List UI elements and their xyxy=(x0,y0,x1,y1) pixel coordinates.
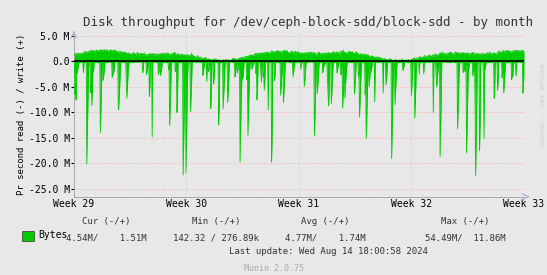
Text: RRDTOOL / TOBI OETIKER: RRDTOOL / TOBI OETIKER xyxy=(540,63,545,146)
Text: Max (-/+): Max (-/+) xyxy=(441,217,489,226)
Text: 54.49M/  11.86M: 54.49M/ 11.86M xyxy=(424,233,505,242)
Text: Disk throughput for /dev/ceph-block-sdd/block-sdd - by month: Disk throughput for /dev/ceph-block-sdd/… xyxy=(83,16,533,29)
Text: 4.54M/    1.51M: 4.54M/ 1.51M xyxy=(66,233,147,242)
Text: 4.77M/    1.74M: 4.77M/ 1.74M xyxy=(285,233,366,242)
Text: Avg (-/+): Avg (-/+) xyxy=(301,217,350,226)
Text: Bytes: Bytes xyxy=(38,230,68,240)
Y-axis label: Pr second read (-) / write (+): Pr second read (-) / write (+) xyxy=(17,34,26,195)
Text: Min (-/+): Min (-/+) xyxy=(192,217,240,226)
Text: Munin 2.0.75: Munin 2.0.75 xyxy=(243,264,304,273)
Text: 142.32 / 276.89k: 142.32 / 276.89k xyxy=(173,233,259,242)
Text: Last update: Wed Aug 14 18:00:58 2024: Last update: Wed Aug 14 18:00:58 2024 xyxy=(229,247,428,256)
Text: Cur (-/+): Cur (-/+) xyxy=(83,217,131,226)
